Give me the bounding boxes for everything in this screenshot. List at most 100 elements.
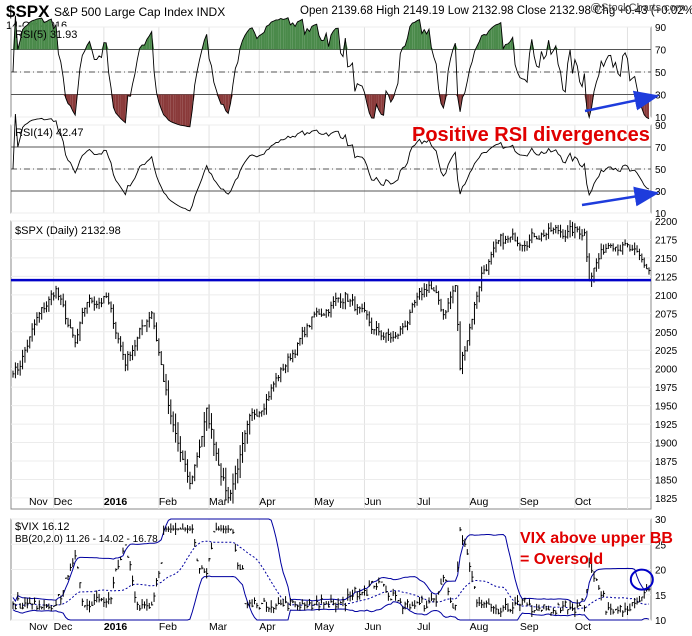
bb-label: BB(20,2.0) 11.26 - 14.02 - 16.78 — [15, 534, 158, 545]
price-bar — [69, 319, 72, 329]
vix-bar — [258, 606, 261, 610]
rsi-overbought-fill — [256, 35, 260, 50]
vix-bar — [550, 612, 553, 616]
price-bar — [514, 232, 517, 242]
vix-bar — [471, 570, 474, 583]
vix-bar — [122, 547, 125, 554]
price-bar — [524, 240, 527, 252]
price-bar — [617, 244, 620, 256]
rsi-overbought-fill — [295, 21, 298, 50]
vix-bar — [638, 595, 641, 603]
month-label: Aug — [470, 621, 489, 633]
vix-bar — [84, 605, 87, 608]
rsi-oversold-fill — [378, 94, 382, 115]
y-tick-label: 1875 — [655, 457, 678, 468]
price-bar — [354, 296, 357, 312]
rsi-oversold-fill — [225, 94, 229, 114]
vix-bar — [423, 605, 426, 612]
price-bar — [435, 285, 438, 294]
price-bar — [277, 374, 280, 382]
rsi-overbought-fill — [311, 25, 315, 50]
vix-bar — [495, 604, 498, 615]
rsi-overbought-fill — [417, 19, 420, 50]
vix-bar — [93, 593, 96, 605]
price-bar — [48, 296, 51, 312]
price-bar — [402, 323, 405, 335]
price-bar — [189, 471, 192, 490]
vix-bar — [414, 600, 417, 609]
price-bar — [285, 364, 288, 374]
vix-bar — [91, 601, 94, 606]
vix-bar — [234, 543, 237, 552]
price-bar — [155, 322, 158, 342]
vix-bar — [136, 601, 139, 610]
price-bar — [320, 308, 323, 317]
vix-bar — [34, 597, 37, 605]
price-bar — [160, 351, 163, 366]
price-bar — [213, 429, 216, 457]
price-bar — [371, 317, 374, 334]
price-bar — [344, 291, 347, 310]
vix-bar — [172, 525, 175, 531]
price-bar — [442, 308, 445, 320]
price-bar — [378, 323, 381, 336]
vix-bar — [256, 602, 259, 609]
vix-bar — [631, 602, 634, 607]
vix-bar — [246, 601, 249, 609]
vix-bar — [155, 578, 158, 587]
price-bar — [538, 235, 541, 240]
price-bar — [624, 239, 627, 246]
vix-bar — [270, 600, 273, 613]
price-bar — [124, 353, 127, 372]
rsi-overbought-fill — [335, 28, 339, 50]
vix-bar — [418, 597, 421, 606]
price-bar — [165, 373, 168, 396]
vix-bar — [528, 599, 531, 606]
vix-bar — [521, 598, 524, 606]
price-bar — [447, 297, 450, 313]
price-bar — [53, 292, 56, 301]
vix-bar — [38, 600, 41, 610]
rsi-oversold-fill — [175, 94, 178, 125]
price-bar — [308, 324, 311, 328]
price-bar — [636, 245, 639, 253]
vix-bar — [17, 592, 20, 601]
vix-bar — [249, 599, 252, 607]
vix-bar — [167, 526, 170, 533]
price-bar — [194, 464, 197, 482]
vix-bar — [344, 602, 347, 612]
vix-bar — [301, 599, 304, 605]
price-bar — [485, 264, 488, 272]
price-bar — [330, 301, 333, 318]
vix-bar — [636, 597, 639, 605]
rsi-overbought-fill — [53, 24, 57, 50]
price-bar — [385, 332, 388, 343]
rsi-overbought-fill — [414, 20, 418, 50]
vix-bar — [428, 597, 431, 604]
price-bar — [146, 319, 149, 333]
price-bar — [607, 242, 610, 249]
vix-bar — [442, 574, 445, 583]
price-bar — [206, 407, 209, 431]
vix-bar — [337, 598, 340, 609]
vix-bar — [536, 603, 539, 611]
price-bar — [433, 286, 436, 292]
vix-bar — [624, 602, 627, 613]
vix-bar — [588, 557, 591, 568]
price-bar — [564, 229, 567, 242]
price-bar — [440, 298, 443, 312]
vix-bar — [426, 600, 429, 609]
price-bar — [208, 404, 211, 429]
vix-bar — [462, 535, 465, 545]
rsi-oversold-fill — [376, 94, 379, 111]
vix-bar — [163, 525, 166, 535]
vix-bar — [407, 599, 410, 608]
vix-bar — [117, 559, 120, 570]
stockcharts-logo[interactable]: @StockCharts.com — [590, 2, 685, 14]
vix-bar — [361, 591, 364, 596]
vix-bar — [187, 524, 190, 534]
price-label: $SPX (Daily) 2132.98 — [15, 225, 121, 237]
rsi-overbought-fill — [44, 21, 47, 50]
price-bar — [631, 244, 634, 251]
rsi-overbought-fill — [484, 34, 487, 50]
